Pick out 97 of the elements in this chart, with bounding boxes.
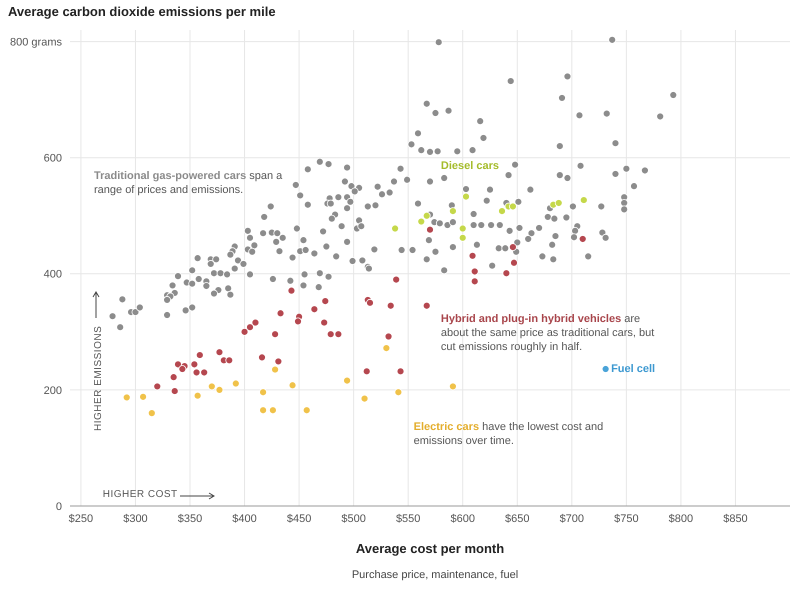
y-tick-label: 0 — [56, 500, 62, 513]
point — [449, 207, 457, 216]
point — [554, 199, 563, 207]
point — [366, 298, 374, 307]
point — [394, 388, 402, 396]
point — [343, 376, 351, 385]
point — [170, 387, 179, 395]
y-tick-label: 800 grams — [10, 36, 62, 49]
point — [510, 258, 518, 267]
point — [258, 353, 266, 362]
point — [360, 394, 368, 403]
point — [462, 192, 470, 200]
point — [208, 382, 216, 390]
point — [458, 224, 467, 232]
point — [153, 382, 162, 390]
y-tick-label: 600 — [44, 152, 62, 165]
text: Diesel cars — [440, 160, 500, 172]
x-tick-label: $800 — [668, 512, 694, 525]
point — [216, 386, 224, 394]
text: Purchase price, maintenance, fuel — [350, 569, 520, 581]
point — [310, 305, 318, 314]
x-tick-label: $450 — [286, 512, 312, 525]
x-tick-label: $700 — [560, 512, 584, 525]
point — [271, 366, 279, 374]
point — [470, 277, 479, 286]
point — [196, 351, 204, 359]
point — [259, 388, 267, 396]
point — [225, 356, 234, 364]
x-axis-title: Average cost per month — [356, 541, 504, 556]
point — [170, 373, 178, 382]
point — [417, 218, 426, 226]
point — [458, 234, 467, 242]
x-tick-label: $550 — [396, 512, 420, 525]
y-tick-label: 200 — [44, 384, 62, 397]
point — [386, 302, 395, 310]
x-tick-label: $350 — [178, 512, 202, 525]
annotation: HIGHER EMISSIONS — [92, 325, 104, 431]
point — [190, 360, 198, 368]
point — [269, 406, 277, 414]
x-tick-label: $250 — [68, 512, 94, 525]
series-label: Hybrid and plug-in hybrid vehicles — [440, 312, 622, 325]
point — [580, 196, 588, 204]
point — [320, 318, 328, 326]
point — [391, 224, 399, 232]
point — [294, 318, 302, 326]
annotation: HIGHER COST — [102, 488, 178, 500]
point — [139, 392, 147, 401]
chart-title: Average carbon dioxide emissions per mile — [8, 4, 276, 19]
point — [216, 348, 224, 356]
point — [232, 380, 240, 388]
x-tick-label: $400 — [232, 512, 257, 525]
point — [200, 368, 208, 376]
point — [392, 276, 400, 284]
point — [274, 358, 282, 366]
point — [382, 344, 390, 352]
point — [362, 367, 371, 376]
x-tick-label: $850 — [723, 512, 748, 525]
point — [422, 302, 431, 310]
x-tick-label: $650 — [505, 512, 530, 525]
point — [252, 318, 260, 326]
x-tick-label: $600 — [450, 512, 475, 525]
point — [509, 243, 517, 251]
point — [449, 382, 457, 390]
point — [259, 406, 267, 414]
point — [240, 328, 248, 336]
point — [288, 381, 296, 390]
point — [468, 252, 476, 260]
point — [602, 365, 610, 373]
point — [148, 409, 156, 418]
point — [192, 368, 200, 376]
point — [334, 330, 342, 338]
point — [426, 226, 434, 234]
point — [498, 207, 506, 216]
x-tick-label: $300 — [123, 512, 148, 525]
x-tick-label: $500 — [341, 512, 366, 525]
x-tick-label: $750 — [614, 512, 639, 525]
series-label: Fuel cell — [611, 363, 656, 376]
point — [422, 212, 431, 220]
point — [302, 406, 311, 414]
point — [502, 269, 510, 278]
point — [321, 297, 330, 305]
point — [326, 330, 335, 338]
point — [271, 330, 279, 338]
point — [578, 235, 587, 243]
y-tick-label: 400 — [44, 268, 62, 281]
point — [288, 286, 296, 295]
point — [509, 202, 517, 210]
point — [246, 323, 254, 332]
point — [178, 365, 186, 373]
point — [276, 309, 284, 318]
point — [396, 367, 404, 376]
point — [470, 268, 479, 276]
text: Electric cars — [414, 421, 480, 434]
point — [384, 332, 392, 340]
text: Traditional gas-powered cars — [94, 170, 246, 182]
point — [194, 392, 202, 400]
point — [122, 394, 131, 402]
